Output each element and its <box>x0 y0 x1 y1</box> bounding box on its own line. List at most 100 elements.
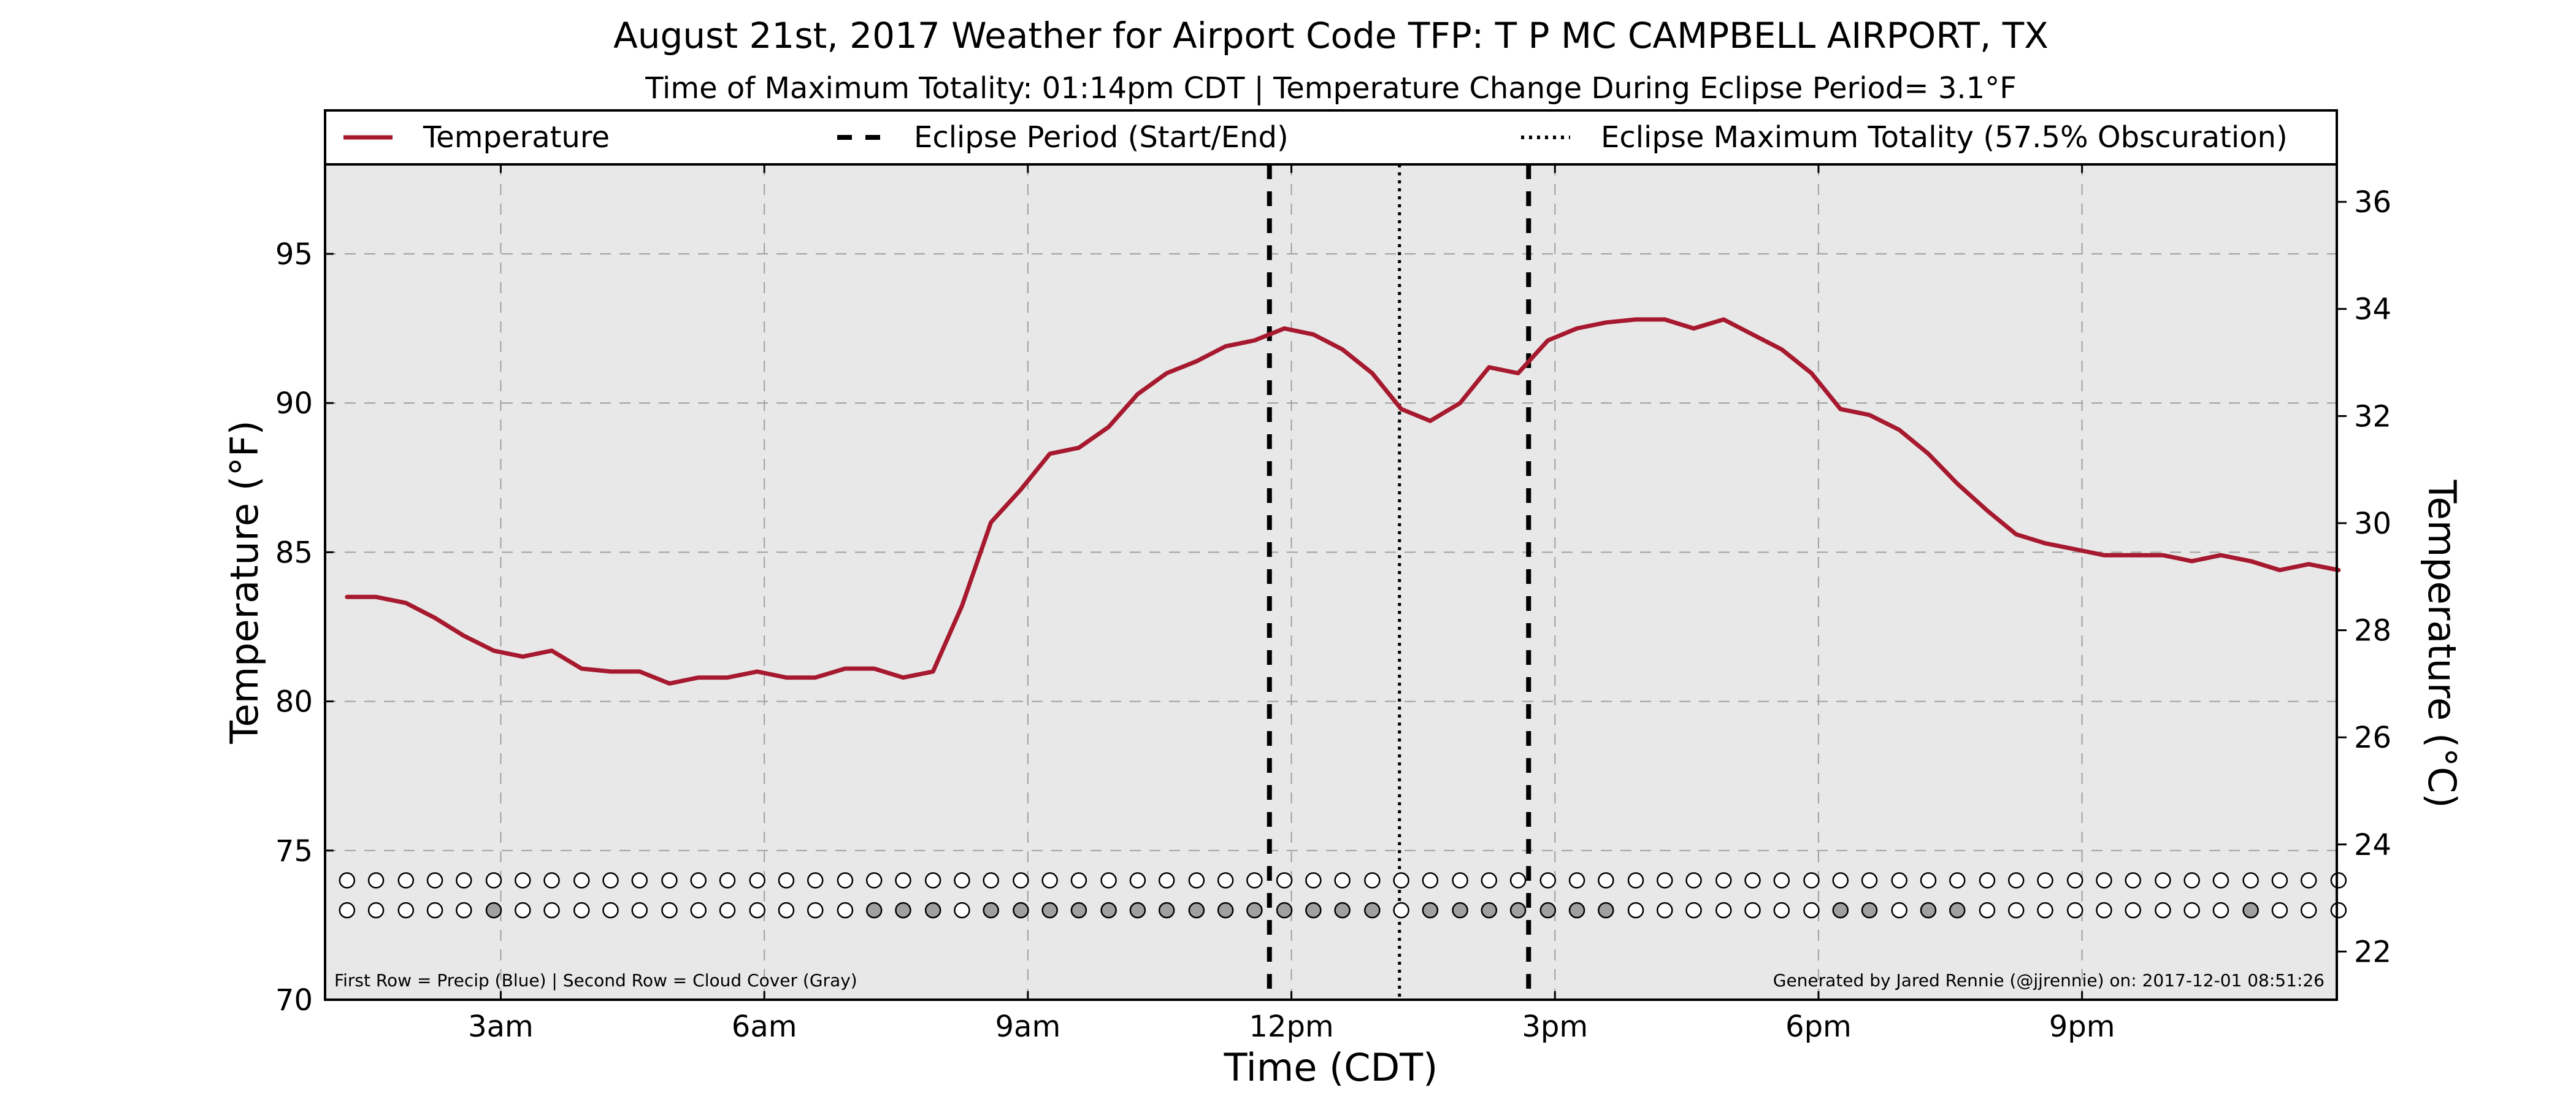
y-axis-ticks-left: 70 75 80 85 90 95 <box>275 237 334 1018</box>
cloud-marker <box>426 902 443 919</box>
y-tick-label: 80 <box>275 685 313 719</box>
precip-marker <box>1070 872 1087 889</box>
precip-marker <box>1129 872 1146 889</box>
x-tick-label: 6am <box>732 1010 797 1044</box>
precip-marker <box>1657 872 1673 889</box>
precip-marker <box>1364 872 1381 889</box>
cloud-marker <box>339 902 356 919</box>
cloud-marker <box>1334 902 1351 919</box>
x-tick-label: 3pm <box>1522 1010 1588 1044</box>
precip-marker <box>1305 872 1322 889</box>
cloud-marker <box>1013 902 1029 919</box>
cloud-marker <box>1979 902 1996 919</box>
precip-marker <box>631 872 648 889</box>
cloud-marker <box>1070 902 1087 919</box>
cloud-marker <box>1509 902 1527 919</box>
precip-marker <box>485 872 502 889</box>
cloud-marker <box>2183 902 2200 919</box>
cloud-marker <box>485 902 502 919</box>
precip-marker <box>1773 872 1790 889</box>
cloud-marker <box>2300 902 2317 919</box>
precip-marker <box>1920 872 1937 889</box>
cloud-marker <box>778 902 795 919</box>
precip-cloud-markers <box>339 872 2347 919</box>
precip-marker <box>1246 872 1263 889</box>
precip-marker <box>837 872 854 889</box>
precip-marker <box>1715 872 1732 889</box>
precip-marker <box>602 872 619 889</box>
precip-marker <box>2007 872 2025 889</box>
cloud-marker <box>1393 902 1409 919</box>
precip-marker <box>2330 872 2347 889</box>
precip-marker <box>690 872 707 889</box>
precip-marker <box>1832 872 1849 889</box>
plot-area <box>325 164 2337 1000</box>
precip-marker <box>1598 872 1614 889</box>
y-axis-label-left: Temperature (°F) <box>222 420 267 744</box>
cloud-marker <box>1452 902 1468 919</box>
cloud-marker <box>1100 902 1117 919</box>
cloud-marker <box>690 902 707 919</box>
precip-marker <box>1041 872 1058 889</box>
precip-marker <box>1979 872 1996 889</box>
cloud-marker <box>2155 902 2171 919</box>
cloud-marker <box>719 902 736 919</box>
precip-marker <box>1393 872 1409 889</box>
cloud-marker <box>1217 902 1234 919</box>
cloud-marker <box>631 902 648 919</box>
precip-marker <box>1100 872 1117 889</box>
y-right-tick-label: 24 <box>2354 828 2391 862</box>
cloud-marker <box>1773 902 1790 919</box>
precip-marker <box>807 872 824 889</box>
cloud-marker <box>1539 902 1557 919</box>
precip-marker <box>924 872 941 889</box>
legend-label-temperature: Temperature <box>423 120 610 155</box>
cloud-marker <box>573 902 590 919</box>
precip-marker <box>397 872 415 889</box>
footnote-left: First Row = Precip (Blue) | Second Row =… <box>334 970 857 991</box>
cloud-marker <box>367 902 385 919</box>
y-tick-label: 75 <box>275 834 313 868</box>
cloud-marker <box>1364 902 1381 919</box>
precip-marker <box>1627 872 1644 889</box>
y-right-tick-label: 32 <box>2354 399 2391 434</box>
y-right-tick-label: 28 <box>2354 614 2391 648</box>
cloud-marker <box>1568 902 1585 919</box>
cloud-marker <box>1158 902 1175 919</box>
legend: Temperature Eclipse Period (Start/End) E… <box>324 109 2338 166</box>
precip-marker <box>661 872 678 889</box>
cloud-marker <box>2096 902 2112 919</box>
legend-label-eclipse-max: Eclipse Maximum Totality (57.5% Obscurat… <box>1601 120 2288 155</box>
cloud-marker <box>1627 902 1644 919</box>
cloud-marker <box>1305 902 1322 919</box>
eclipse-lines <box>1267 164 1531 1000</box>
precip-marker <box>543 872 560 889</box>
precip-marker <box>1452 872 1468 889</box>
cloud-marker <box>837 902 854 919</box>
cloud-marker <box>1715 902 1732 919</box>
precip-marker <box>515 872 531 889</box>
y-tick-label: 85 <box>275 535 313 570</box>
cloud-marker <box>1803 902 1820 919</box>
precip-marker <box>1861 872 1878 889</box>
precip-marker <box>1217 872 1234 889</box>
cloud-marker <box>1276 902 1293 919</box>
cloud-marker <box>397 902 415 919</box>
precip-marker <box>2066 872 2083 889</box>
y-tick-label: 90 <box>275 386 313 421</box>
precip-marker <box>954 872 970 889</box>
grid-lines <box>325 164 2337 1000</box>
precip-marker <box>778 872 795 889</box>
precip-marker <box>456 872 472 889</box>
cloud-marker <box>954 902 970 919</box>
legend-label-eclipse-period: Eclipse Period (Start/End) <box>914 120 1289 155</box>
precip-marker <box>1509 872 1527 889</box>
cloud-marker <box>602 902 619 919</box>
x-tick-label: 9am <box>995 1010 1060 1044</box>
precip-marker <box>749 872 765 889</box>
y-right-tick-label: 30 <box>2354 507 2391 541</box>
precip-marker <box>2271 872 2288 889</box>
precip-marker <box>2212 872 2229 889</box>
precip-marker <box>1949 872 1966 889</box>
precip-marker <box>426 872 443 889</box>
